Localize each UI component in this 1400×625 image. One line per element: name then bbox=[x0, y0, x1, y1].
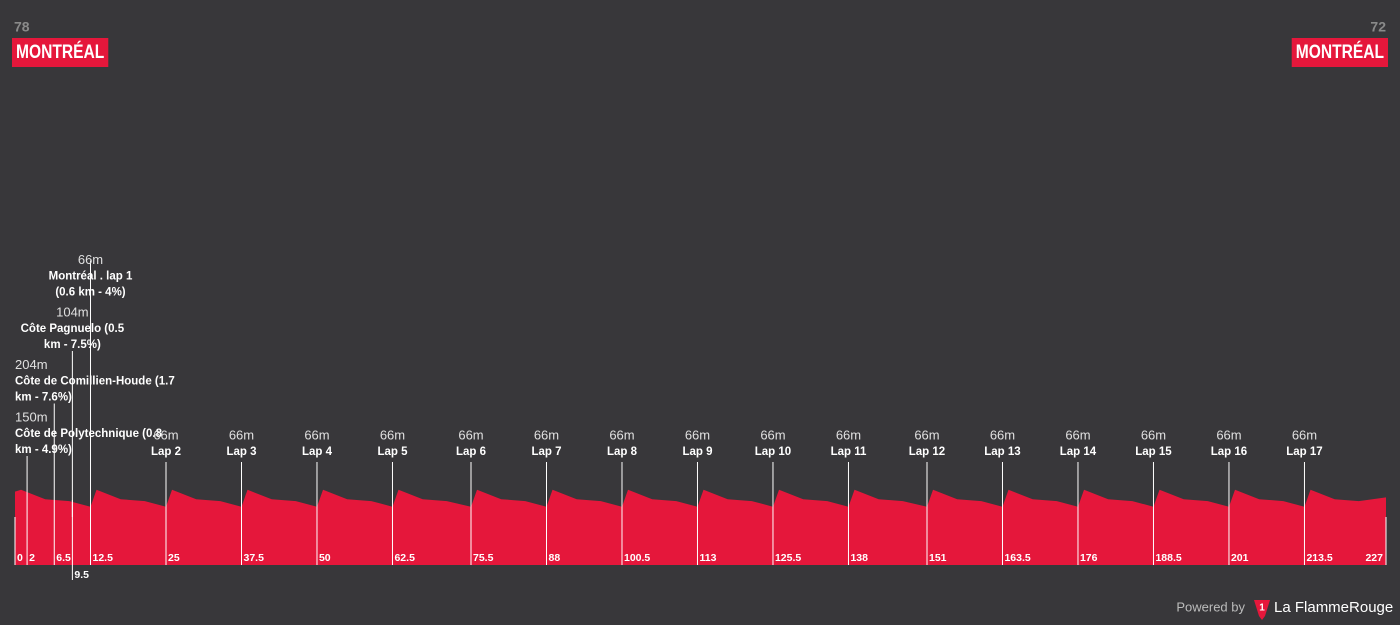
lap-name: Lap 7 bbox=[531, 446, 561, 458]
km-label: 12.5 bbox=[92, 552, 113, 564]
lap-name: Lap 14 bbox=[1060, 446, 1097, 458]
climb-altitude: 204m bbox=[15, 357, 48, 372]
lap-name: Lap 8 bbox=[607, 446, 638, 458]
km-label: 62.5 bbox=[394, 552, 415, 564]
climb-name: Côte de Polytechnique (0.8 bbox=[15, 428, 163, 440]
lap-name: Lap 13 bbox=[984, 446, 1020, 458]
climb-name: Montréal . lap 1 bbox=[49, 271, 133, 283]
km-label: 50 bbox=[319, 552, 331, 564]
lap-altitude: 66m bbox=[914, 427, 939, 442]
lap-name: Lap 2 bbox=[151, 446, 181, 458]
lap-name: Lap 4 bbox=[302, 446, 333, 458]
climb-altitude: 66m bbox=[78, 252, 103, 267]
lap-name: Lap 11 bbox=[831, 446, 867, 458]
start-elevation: 78 bbox=[14, 19, 30, 35]
lap-altitude: 66m bbox=[534, 427, 559, 442]
finish-elevation: 72 bbox=[1370, 19, 1386, 35]
lap-name: Lap 3 bbox=[226, 446, 256, 458]
km-label: 2 bbox=[29, 552, 35, 564]
climb-name: km - 7.5%) bbox=[44, 339, 101, 351]
km-label: 163.5 bbox=[1004, 552, 1030, 564]
climb-name: Côte Pagnuelo (0.5 bbox=[21, 323, 125, 335]
lap-altitude: 66m bbox=[836, 427, 861, 442]
climb-name: Côte de Comillien-Houde (1.7 bbox=[15, 376, 175, 388]
lap-altitude: 66m bbox=[685, 427, 710, 442]
lap-altitude: 66m bbox=[1065, 427, 1090, 442]
logo-mark: 1 bbox=[1259, 603, 1265, 614]
lap-altitude: 66m bbox=[760, 427, 785, 442]
finish-badge bbox=[1291, 38, 1388, 67]
lap-name: Lap 17 bbox=[1286, 446, 1322, 458]
km-label: 25 bbox=[168, 552, 180, 564]
climb-name: km - 4.9%) bbox=[15, 444, 72, 456]
start-badge bbox=[12, 38, 109, 67]
km-label: 113 bbox=[699, 552, 716, 564]
km-label: 0 bbox=[17, 552, 23, 564]
lap-name: Lap 9 bbox=[682, 446, 712, 458]
lap-altitude: 66m bbox=[1216, 427, 1241, 442]
km-label: 213.5 bbox=[1306, 552, 1332, 564]
climb-altitude: 150m bbox=[15, 409, 48, 424]
lap-altitude: 66m bbox=[304, 427, 329, 442]
km-label: 201 bbox=[1231, 552, 1249, 564]
logo bbox=[1254, 600, 1270, 620]
km-label: 37.5 bbox=[243, 552, 264, 564]
climb-name: (0.6 km - 4%) bbox=[55, 287, 125, 299]
elevation-area bbox=[15, 489, 1386, 565]
lap-altitude: 66m bbox=[1141, 427, 1166, 442]
lap-name: Lap 6 bbox=[456, 446, 486, 458]
lap-name: Lap 15 bbox=[1135, 446, 1172, 458]
lap-name: Lap 12 bbox=[909, 446, 945, 458]
km-label: 88 bbox=[548, 552, 560, 564]
km-label: 125.5 bbox=[775, 552, 801, 564]
km-label: 100.5 bbox=[624, 552, 650, 564]
lap-altitude: 66m bbox=[380, 427, 405, 442]
lap-altitude: 66m bbox=[458, 427, 483, 442]
km-label: 138 bbox=[850, 552, 868, 564]
lap-name: Lap 10 bbox=[755, 446, 791, 458]
climb-name: km - 7.6%) bbox=[15, 392, 72, 404]
marks: 78 MONTRÉAL 72 MONTRÉAL 0 2 6.59.512.5 25 37.5 50… bbox=[12, 19, 1388, 581]
km-label: 188.5 bbox=[1155, 552, 1181, 564]
lap-name: Lap 16 bbox=[1211, 446, 1247, 458]
lap-altitude: 66m bbox=[153, 427, 178, 442]
lap-altitude: 66m bbox=[229, 427, 254, 442]
km-label: 151 bbox=[929, 552, 947, 564]
powered-by: Powered by bbox=[1176, 599, 1245, 614]
finish-name: MONTRÉAL bbox=[1296, 41, 1385, 63]
climb-altitude: 104m bbox=[56, 304, 89, 319]
km-label: 9.5 bbox=[74, 569, 89, 581]
km-label: 176 bbox=[1080, 552, 1098, 564]
lap-altitude: 66m bbox=[609, 427, 634, 442]
start-name: MONTRÉAL bbox=[16, 41, 105, 63]
lap-altitude: 66m bbox=[990, 427, 1015, 442]
km-label: 227 bbox=[1365, 552, 1383, 564]
km-label: 75.5 bbox=[473, 552, 494, 564]
km-label: 6.5 bbox=[56, 552, 71, 564]
lap-altitude: 66m bbox=[1292, 427, 1317, 442]
brand: La FlammeRouge bbox=[1274, 599, 1393, 616]
lap-name: Lap 5 bbox=[377, 446, 408, 458]
